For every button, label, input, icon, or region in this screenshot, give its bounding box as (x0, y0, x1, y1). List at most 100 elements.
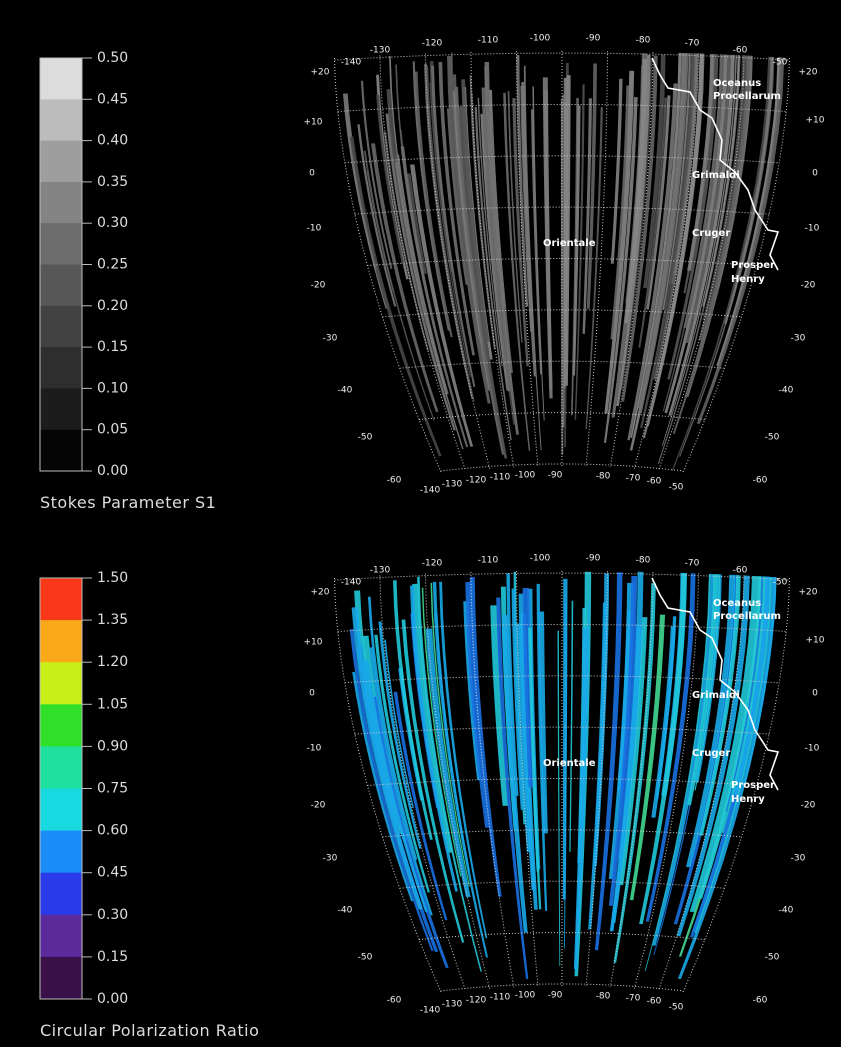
graticule-label: -60 (733, 46, 748, 56)
colorbar-tick-label: 0.35 (97, 174, 128, 190)
figure: 0.500.450.400.350.300.250.200.150.100.05… (0, 0, 841, 1047)
graticule-label: +10 (304, 118, 323, 128)
graticule-label: -50 (765, 433, 780, 443)
graticule-label: -120 (466, 996, 487, 1006)
graticule-label: -130 (442, 480, 463, 490)
graticule-label: -80 (636, 556, 651, 566)
colorbar-segment (40, 58, 82, 100)
graticule-label: -50 (773, 58, 788, 68)
graticule-label: -100 (530, 554, 551, 564)
graticule-label: -30 (791, 334, 806, 344)
graticule-label: -140 (341, 58, 362, 68)
graticule-label: -10 (307, 744, 322, 754)
graticule-label: -80 (596, 472, 611, 482)
colorbar-title: Circular Polarization Ratio (40, 1021, 259, 1040)
colorbar-segment (40, 265, 82, 307)
feature-label: Orientale (543, 238, 596, 249)
graticule-label: -90 (548, 471, 563, 481)
graticule-label: -90 (586, 34, 601, 44)
graticule-label: -140 (341, 578, 362, 588)
colorbar-segment (40, 789, 82, 832)
graticule-label: -120 (422, 559, 443, 569)
graticule-label: -110 (490, 473, 511, 483)
colorbar-tick-label: 0.40 (97, 133, 128, 149)
graticule-label: -40 (779, 906, 794, 916)
graticule-label: -60 (647, 997, 662, 1007)
feature-label: Grimaldi (692, 170, 740, 181)
graticule-label: 0 (812, 689, 818, 699)
colorbar-segment (40, 223, 82, 265)
colorbar-tick-label: 0.30 (97, 215, 128, 231)
colorbar-segment (40, 662, 82, 705)
graticule-label: -10 (307, 224, 322, 234)
colorbar-segment (40, 347, 82, 389)
colorbar-tick-label: 0.45 (97, 91, 128, 107)
graticule-label: -90 (548, 991, 563, 1001)
colorbar-segment (40, 915, 82, 958)
graticule-label: -90 (586, 554, 601, 564)
feature-label: Grimaldi (692, 690, 740, 701)
colorbar-segment (40, 141, 82, 183)
feature-label: Prosper (731, 780, 775, 791)
colorbar-segment (40, 182, 82, 224)
graticule-label: -20 (311, 281, 326, 291)
colorbar-tick-label: 0.20 (97, 298, 128, 314)
feature-label: Oceanus (713, 78, 761, 89)
colorbar-tick-label: 1.05 (97, 696, 128, 712)
graticule-label: 0 (309, 169, 315, 179)
feature-label: Henry (731, 794, 765, 805)
graticule-label: -120 (466, 476, 487, 486)
colorbar-tick-label: 1.50 (97, 570, 128, 586)
feature-label: Prosper (731, 260, 775, 271)
graticule-label: -20 (801, 801, 816, 811)
graticule-label: -40 (338, 906, 353, 916)
graticule-label: -60 (387, 996, 402, 1006)
colorbar-tick-label: 1.35 (97, 612, 128, 628)
graticule-label: -100 (530, 34, 551, 44)
colorbar-segment (40, 620, 82, 663)
graticule-label: -60 (753, 476, 768, 486)
feature-label: Henry (731, 274, 765, 285)
graticule-label: -50 (358, 953, 373, 963)
graticule-label: -100 (515, 471, 536, 481)
colorbar-title: Stokes Parameter S1 (40, 493, 216, 512)
feature-label: Oceanus (713, 598, 761, 609)
colorbar-tick-label: 0.00 (97, 991, 128, 1007)
graticule-label: -70 (685, 39, 700, 49)
graticule-label: +20 (311, 588, 330, 598)
colorbar-tick-label: 0.25 (97, 257, 128, 273)
graticule-label: -130 (442, 1000, 463, 1010)
graticule-label: +10 (806, 116, 825, 126)
graticule-label: -60 (647, 477, 662, 487)
colorbar-segment (40, 831, 82, 874)
colorbar-segment (40, 704, 82, 747)
graticule-label: -20 (311, 801, 326, 811)
graticule-label: -110 (490, 993, 511, 1003)
colorbar-tick-label: 0.00 (97, 463, 128, 479)
graticule-label: -50 (773, 578, 788, 588)
graticule-label: -40 (779, 386, 794, 396)
colorbar-tick-label: 0.05 (97, 422, 128, 438)
feature-label: Procellarum (713, 611, 781, 622)
graticule-label: -60 (753, 996, 768, 1006)
graticule-label: -80 (596, 992, 611, 1002)
graticule-label: -110 (478, 556, 499, 566)
colorbar-segment (40, 430, 82, 472)
graticule-label: -50 (669, 1003, 684, 1013)
graticule-label: -140 (420, 1006, 441, 1016)
colorbar-tick-label: 0.90 (97, 738, 128, 754)
feature-label: Orientale (543, 758, 596, 769)
graticule-label: +10 (304, 638, 323, 648)
graticule-label: +10 (806, 636, 825, 646)
colorbar-tick-label: 0.15 (97, 339, 128, 355)
graticule-label: -20 (801, 281, 816, 291)
graticule-label: -50 (765, 953, 780, 963)
colorbar-segment (40, 746, 82, 789)
graticule-label: +20 (311, 68, 330, 78)
graticule-label: -60 (733, 566, 748, 576)
graticule-label: -70 (626, 474, 641, 484)
graticule-label: -70 (626, 994, 641, 1004)
colorbar-tick-label: 0.45 (97, 865, 128, 881)
graticule-label: +20 (799, 588, 818, 598)
graticule-label: -10 (805, 744, 820, 754)
